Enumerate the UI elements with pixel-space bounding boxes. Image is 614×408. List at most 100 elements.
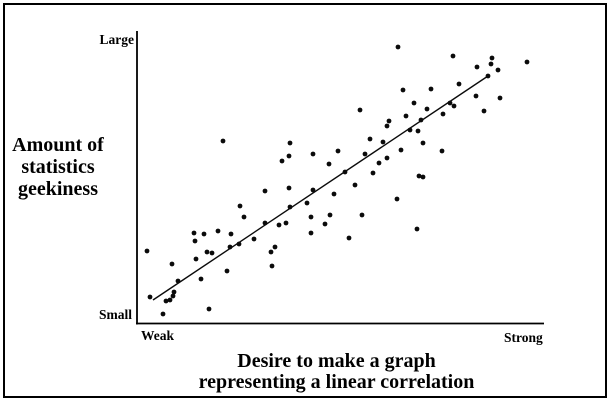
data-point xyxy=(227,244,233,250)
data-point xyxy=(251,236,257,242)
data-point xyxy=(287,140,293,146)
data-point xyxy=(411,100,417,106)
data-point xyxy=(380,139,386,145)
data-point xyxy=(416,173,422,179)
data-point xyxy=(346,235,352,241)
data-point xyxy=(191,230,197,236)
data-point xyxy=(169,261,175,267)
data-point xyxy=(224,268,230,274)
data-point xyxy=(237,203,243,209)
data-point xyxy=(286,185,292,191)
data-point xyxy=(384,123,390,129)
data-point xyxy=(403,113,409,119)
data-point xyxy=(473,93,479,99)
data-point xyxy=(394,196,400,202)
data-point xyxy=(308,214,314,220)
data-point xyxy=(193,256,199,262)
data-point xyxy=(272,244,278,250)
data-point xyxy=(414,226,420,232)
data-point xyxy=(495,67,501,73)
data-point xyxy=(428,86,434,92)
data-point xyxy=(359,212,365,218)
data-point xyxy=(398,147,404,153)
data-point xyxy=(215,228,221,234)
data-point xyxy=(160,311,166,317)
data-point xyxy=(447,100,453,106)
x-axis-title: Desire to make a graph representing a li… xyxy=(198,350,475,393)
outer-frame xyxy=(3,3,607,398)
data-point xyxy=(485,73,491,79)
data-point xyxy=(450,53,456,59)
data-point xyxy=(456,81,462,87)
data-point xyxy=(144,248,150,254)
data-point xyxy=(268,249,274,255)
data-point xyxy=(287,204,293,210)
data-point xyxy=(279,158,285,164)
data-point xyxy=(420,140,426,146)
data-point xyxy=(439,148,445,154)
data-point xyxy=(335,148,341,154)
trend-line xyxy=(152,75,489,301)
data-point xyxy=(489,55,495,61)
data-point xyxy=(327,212,333,218)
x-tick-strong: Strong xyxy=(504,330,543,345)
data-point xyxy=(497,95,503,101)
data-point xyxy=(488,61,494,67)
data-point xyxy=(262,220,268,226)
data-point xyxy=(322,221,328,227)
data-point xyxy=(331,191,337,197)
data-point xyxy=(269,263,275,269)
data-point xyxy=(420,174,426,180)
data-point xyxy=(198,276,204,282)
data-point xyxy=(308,230,314,236)
data-point xyxy=(376,160,382,166)
data-point xyxy=(206,306,212,312)
data-point xyxy=(418,117,424,123)
y-axis-title: Amount of statistics geekiness xyxy=(12,134,104,200)
data-point xyxy=(241,214,247,220)
data-point xyxy=(481,108,487,114)
data-point xyxy=(262,188,268,194)
data-point xyxy=(326,161,332,167)
data-point xyxy=(204,249,210,255)
data-point xyxy=(357,107,363,113)
data-point xyxy=(362,151,368,157)
scatter-points xyxy=(144,44,530,317)
data-point xyxy=(415,128,421,134)
data-point xyxy=(384,155,390,161)
data-point xyxy=(395,44,401,50)
data-point xyxy=(201,231,207,237)
data-point xyxy=(228,231,234,237)
x-tick-weak: Weak xyxy=(141,328,175,343)
data-point xyxy=(367,136,373,142)
data-point xyxy=(440,111,446,117)
data-point xyxy=(407,127,413,133)
y-tick-small: Small xyxy=(98,307,132,322)
data-point xyxy=(304,200,310,206)
data-point xyxy=(163,298,169,304)
data-point xyxy=(209,250,215,256)
data-point xyxy=(451,103,457,109)
data-point xyxy=(424,106,430,112)
data-point xyxy=(220,138,226,144)
y-tick-large: Large xyxy=(99,32,135,47)
data-point xyxy=(192,238,198,244)
data-point xyxy=(400,87,406,93)
data-point xyxy=(147,294,153,300)
data-point xyxy=(310,187,316,193)
data-point xyxy=(283,220,289,226)
data-point xyxy=(474,64,480,70)
data-point xyxy=(170,293,176,299)
data-point xyxy=(386,118,392,124)
data-point xyxy=(310,151,316,157)
data-point xyxy=(524,59,530,65)
data-point xyxy=(236,241,242,247)
data-point xyxy=(171,289,177,295)
data-point xyxy=(342,169,348,175)
data-point xyxy=(167,297,173,303)
data-point xyxy=(286,153,292,159)
data-point xyxy=(175,278,181,284)
data-point xyxy=(370,170,376,176)
data-point xyxy=(352,182,358,188)
